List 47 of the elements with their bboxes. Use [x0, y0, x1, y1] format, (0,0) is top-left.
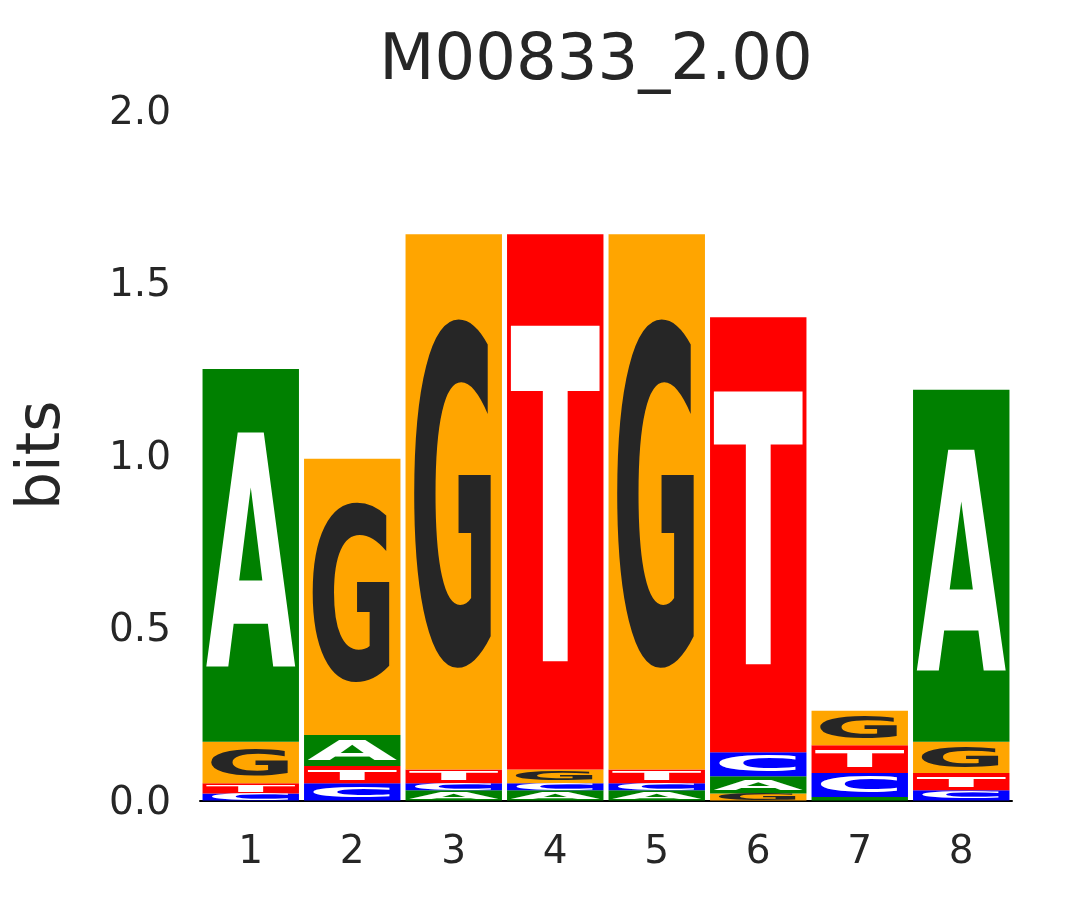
data-label: G [205, 741, 296, 784]
data-label: C [814, 772, 905, 798]
data-label: G [408, 233, 499, 770]
x-tick-label: 2 [339, 826, 365, 872]
y-tick-label: 0.0 [108, 778, 171, 823]
data-label: A [510, 790, 601, 801]
data-label: G [611, 233, 702, 770]
data-label: A [916, 389, 1007, 742]
data-label: C [713, 752, 804, 777]
x-tick-label: 5 [644, 826, 670, 872]
data-label: T [916, 772, 1007, 791]
data-label: G [814, 710, 905, 746]
data-label: G [916, 741, 1007, 773]
y-axis-title: bits [3, 400, 73, 511]
y-tick-label: 1.0 [108, 432, 171, 478]
x-tick-label: 1 [238, 826, 264, 872]
x-tick-label: 7 [847, 826, 873, 872]
data-label: C [408, 781, 499, 792]
data-label: C [205, 792, 296, 803]
data-label: A [408, 790, 499, 801]
y-tick-label: 0.5 [108, 605, 171, 651]
y-tick-label: 2.0 [108, 87, 171, 133]
data-label: T [611, 769, 702, 784]
bar [811, 797, 908, 801]
data-label: C [510, 781, 601, 792]
data-label: T [814, 745, 906, 773]
data-label: C [916, 790, 1007, 801]
data-label: G [510, 769, 601, 784]
x-tick-label: 4 [542, 826, 568, 872]
x-tick-label: 3 [441, 826, 467, 872]
data-label: A [205, 368, 296, 743]
data-label: T [205, 783, 297, 794]
data-label: A [713, 776, 804, 794]
data-label: T [307, 765, 398, 784]
data-label: C [307, 783, 398, 801]
data-label: G [307, 458, 398, 736]
x-tick-label: 8 [948, 826, 974, 872]
chart-title: M00833_2.00 [379, 20, 813, 94]
data-label: T [408, 769, 499, 784]
y-tick-label: 1.5 [108, 260, 171, 306]
data-label: T [713, 317, 804, 753]
data-label: A [307, 734, 398, 767]
data-label: A [611, 790, 702, 801]
data-label: T [510, 234, 601, 771]
data-label: C [611, 781, 702, 792]
x-tick-label: 6 [745, 826, 771, 872]
data-label: G [713, 792, 804, 803]
